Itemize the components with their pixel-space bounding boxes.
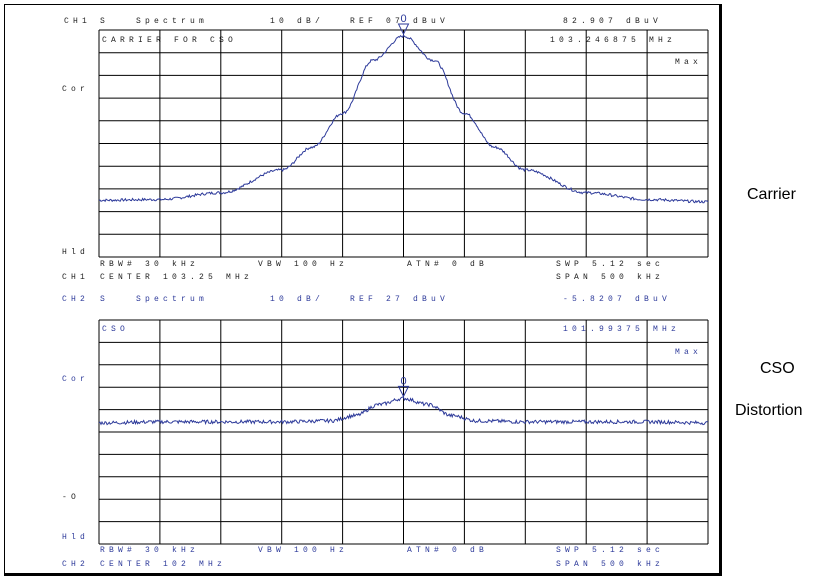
p2-center: CENTER 102 MHz <box>100 560 227 569</box>
p1-footer-channel: CH1 <box>62 273 90 282</box>
p2-marker-amp: -5.8207 dBuV <box>563 295 672 304</box>
p2-marker-freq: 101.99375 MHz <box>563 325 681 334</box>
p1-label: CARRIER FOR CSO <box>102 36 238 45</box>
p1-span: SPAN 500 kHz <box>556 273 665 282</box>
p1-rbw: RBW# 30 kHz <box>100 260 200 269</box>
marker-icon <box>397 23 410 36</box>
p2-swp: SWP 5.12 sec <box>556 546 665 555</box>
p2-span: SPAN 500 kHz <box>556 560 665 569</box>
p1-left-bottom: Hld <box>62 248 90 257</box>
p2-rbw: RBW# 30 kHz <box>100 546 200 555</box>
p1-mode: S Spectrum <box>100 17 209 26</box>
p1-scale: 10 dB/ <box>270 17 325 26</box>
p2-channel: CH2 <box>62 295 90 304</box>
p2-ref: REF 27 dBuV <box>350 295 450 304</box>
p2-mode: S Spectrum <box>100 295 209 304</box>
p1-swp: SWP 5.12 sec <box>556 260 665 269</box>
marker-label: 0 <box>400 375 406 387</box>
p2-trace-mode: Max <box>675 348 703 357</box>
p1-marker-freq: 103.246875 MHz <box>550 36 677 45</box>
side-label-distortion: Distortion <box>735 402 803 419</box>
p2-vbw: VBW 100 Hz <box>258 546 349 555</box>
side-label-carrier: Carrier <box>747 186 796 203</box>
p1-vbw: VBW 100 Hz <box>258 260 349 269</box>
p1-atn: ATN# 0 dB <box>407 260 489 269</box>
p2-atn: ATN# 0 dB <box>407 546 489 555</box>
side-label-cso: CSO <box>760 360 795 377</box>
analyzer-frame <box>4 4 722 576</box>
marker-label: 0 <box>400 13 406 25</box>
p1-marker-amp: 82.907 dBuV <box>563 17 663 26</box>
p1-trace-mode: Max <box>675 58 703 67</box>
p1-channel: CH1 <box>64 17 92 26</box>
p1-ref: REF 07 dBuV <box>350 17 450 26</box>
p2-scale: 10 dB/ <box>270 295 325 304</box>
p2-left-top: Cor <box>62 375 90 384</box>
p2-left-bottom: Hld <box>62 533 90 542</box>
marker-icon <box>397 385 410 398</box>
p2-footer-channel: CH2 <box>62 560 90 569</box>
p1-center: CENTER 103.25 MHz <box>100 273 254 282</box>
p1-left-top: Cor <box>62 85 90 94</box>
p2-label: CSO <box>102 325 130 334</box>
p2-left-mid: -O <box>62 493 81 502</box>
